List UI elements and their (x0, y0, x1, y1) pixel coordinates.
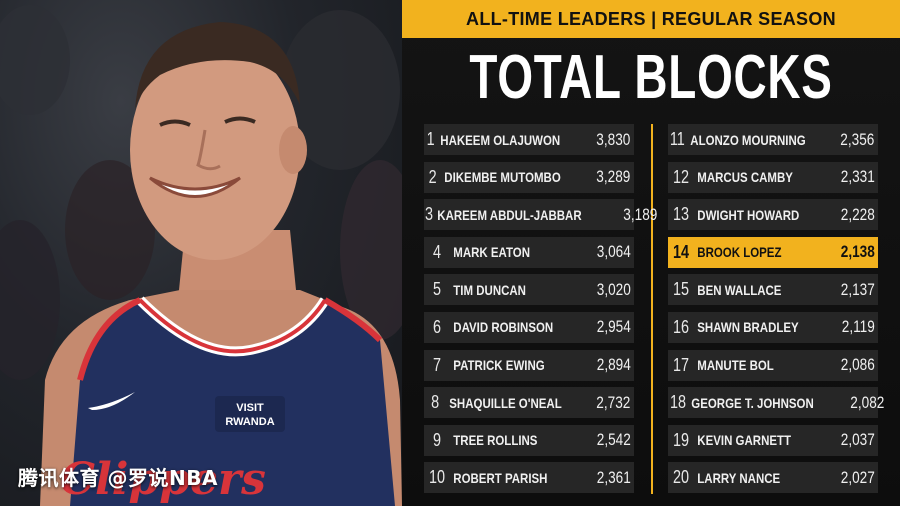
rank-number: 4 (432, 241, 441, 262)
player-name: TREE ROLLINS (453, 432, 538, 449)
leader-row: 12 MARCUS CAMBY 2,331 (668, 161, 878, 193)
blocks-total: 2,331 (840, 167, 875, 187)
leader-row: 1 HAKEEM OLAJUWON 3,830 (424, 124, 634, 155)
leader-row: 15 BEN WALLACE 2,137 (668, 274, 878, 306)
leader-row: 4 MARK EATON 3,064 (424, 236, 634, 268)
player-name: TIM DUNCAN (453, 281, 526, 298)
player-name: DAVID ROBINSON (453, 319, 554, 336)
blocks-total: 3,020 (596, 279, 631, 299)
player-illustration: VISIT RWANDA Clippers (0, 5, 402, 506)
player-name: ROBERT PARISH (453, 469, 548, 486)
leader-row: 9 TREE ROLLINS 2,542 (424, 424, 634, 456)
leader-row: 19 KEVIN GARNETT 2,037 (668, 424, 878, 456)
leader-row-highlighted: 14 BROOK LOPEZ 2,138 (668, 236, 878, 268)
rank-number: 11 (669, 129, 685, 149)
rank-number: 1 (426, 129, 435, 149)
blocks-total: 3,189 (623, 204, 658, 224)
leader-row: 7 PATRICK EWING 2,894 (424, 349, 634, 381)
leader-row: 5 TIM DUNCAN 3,020 (424, 274, 634, 306)
player-name: SHAWN BRADLEY (697, 319, 799, 336)
player-name: PATRICK EWING (453, 357, 545, 374)
blocks-total: 3,830 (596, 129, 631, 149)
blocks-total: 2,361 (596, 467, 631, 487)
player-name: MANUTE BOL (697, 357, 774, 374)
column-divider (651, 124, 653, 494)
watermark-text: 腾讯体育 @罗说NBA (18, 466, 218, 490)
rank-number: 8 (431, 392, 440, 413)
leader-row: 20 LARRY NANCE 2,027 (668, 462, 878, 494)
rank-number: 13 (672, 204, 690, 225)
blocks-total: 2,027 (840, 467, 875, 487)
leader-row: 6 DAVID ROBINSON 2,954 (424, 311, 634, 343)
rank-number: 7 (432, 354, 441, 375)
svg-text:VISIT: VISIT (236, 402, 264, 414)
rank-number: 14 (672, 241, 690, 262)
blocks-total: 2,356 (840, 129, 875, 149)
player-name: HAKEEM OLAJUWON (440, 131, 561, 148)
leader-row: 8 SHAQUILLE O'NEAL 2,732 (424, 387, 634, 419)
player-photo: VISIT RWANDA Clippers 腾讯体育 @罗说NBA (0, 0, 402, 506)
player-name: DWIGHT HOWARD (697, 206, 800, 223)
rank-number: 17 (672, 354, 690, 375)
leader-row: 16 SHAWN BRADLEY 2,119 (668, 311, 878, 343)
blocks-total: 3,289 (596, 167, 631, 187)
player-name: KAREEM ABDUL-JABBAR (437, 206, 582, 223)
leader-row: 11 ALONZO MOURNING 2,356 (668, 124, 878, 155)
player-name: BROOK LOPEZ (697, 244, 782, 261)
blocks-total: 2,954 (596, 317, 631, 337)
rank-number: 5 (432, 279, 441, 300)
player-name: BEN WALLACE (697, 281, 782, 298)
rank-number: 3 (425, 204, 434, 225)
blocks-total: 2,732 (596, 392, 631, 412)
blocks-total: 3,064 (596, 242, 631, 262)
rank-number: 18 (670, 392, 687, 413)
blocks-total: 2,137 (840, 279, 875, 299)
leaders-column-right: 11 ALONZO MOURNING 2,356 12 MARCUS CAMBY 2,33… (668, 124, 885, 500)
rank-number: 19 (672, 429, 690, 450)
leader-row: 17 MANUTE BOL 2,086 (668, 349, 878, 381)
player-name: MARK EATON (453, 244, 531, 261)
player-name: LARRY NANCE (697, 469, 781, 486)
blocks-total: 2,542 (596, 430, 631, 450)
leader-row: 3 KAREEM ABDUL-JABBAR 3,189 (424, 199, 657, 231)
rank-number: 2 (428, 166, 437, 187)
rank-number: 6 (432, 316, 441, 337)
svg-text:RWANDA: RWANDA (225, 416, 274, 428)
rank-number: 15 (672, 279, 690, 300)
rank-number: 10 (428, 467, 446, 488)
leaders-panel: ALL-TIME LEADERS | REGULAR SEASON TOTAL … (402, 0, 900, 506)
player-name: GEORGE T. JOHNSON (691, 394, 814, 411)
subtitle-bar: ALL-TIME LEADERS | REGULAR SEASON (402, 0, 900, 38)
player-name: KEVIN GARNETT (697, 432, 792, 449)
page-title: TOTAL BLOCKS (469, 43, 833, 112)
blocks-total: 2,228 (840, 204, 875, 224)
player-name: ALONZO MOURNING (689, 131, 806, 148)
player-name: MARCUS CAMBY (697, 169, 793, 186)
blocks-total: 2,037 (840, 430, 875, 450)
blocks-total: 2,082 (850, 392, 885, 412)
blocks-total: 2,086 (840, 355, 875, 375)
leader-row: 18 GEORGE T. JOHNSON 2,082 (668, 387, 885, 419)
svg-text:Clippers: Clippers (60, 454, 266, 505)
leader-row: 13 DWIGHT HOWARD 2,228 (668, 199, 878, 231)
subtitle: ALL-TIME LEADERS | REGULAR SEASON (466, 8, 836, 29)
rank-number: 20 (672, 467, 690, 488)
blocks-total: 2,138 (840, 242, 875, 262)
blocks-total: 2,894 (596, 355, 631, 375)
rank-number: 16 (672, 316, 690, 337)
rank-number: 9 (432, 429, 441, 450)
leader-row: 2 DIKEMBE MUTOMBO 3,289 (424, 161, 634, 193)
leaders-column-left: 1 HAKEEM OLAJUWON 3,830 2 DIKEMBE MUTOMBO 3,2… (424, 124, 657, 500)
player-name: DIKEMBE MUTOMBO (444, 169, 562, 186)
rank-number: 12 (672, 166, 690, 187)
leader-row: 10 ROBERT PARISH 2,361 (424, 462, 634, 494)
player-name: SHAQUILLE O'NEAL (449, 394, 563, 411)
blocks-total: 2,119 (841, 317, 875, 337)
